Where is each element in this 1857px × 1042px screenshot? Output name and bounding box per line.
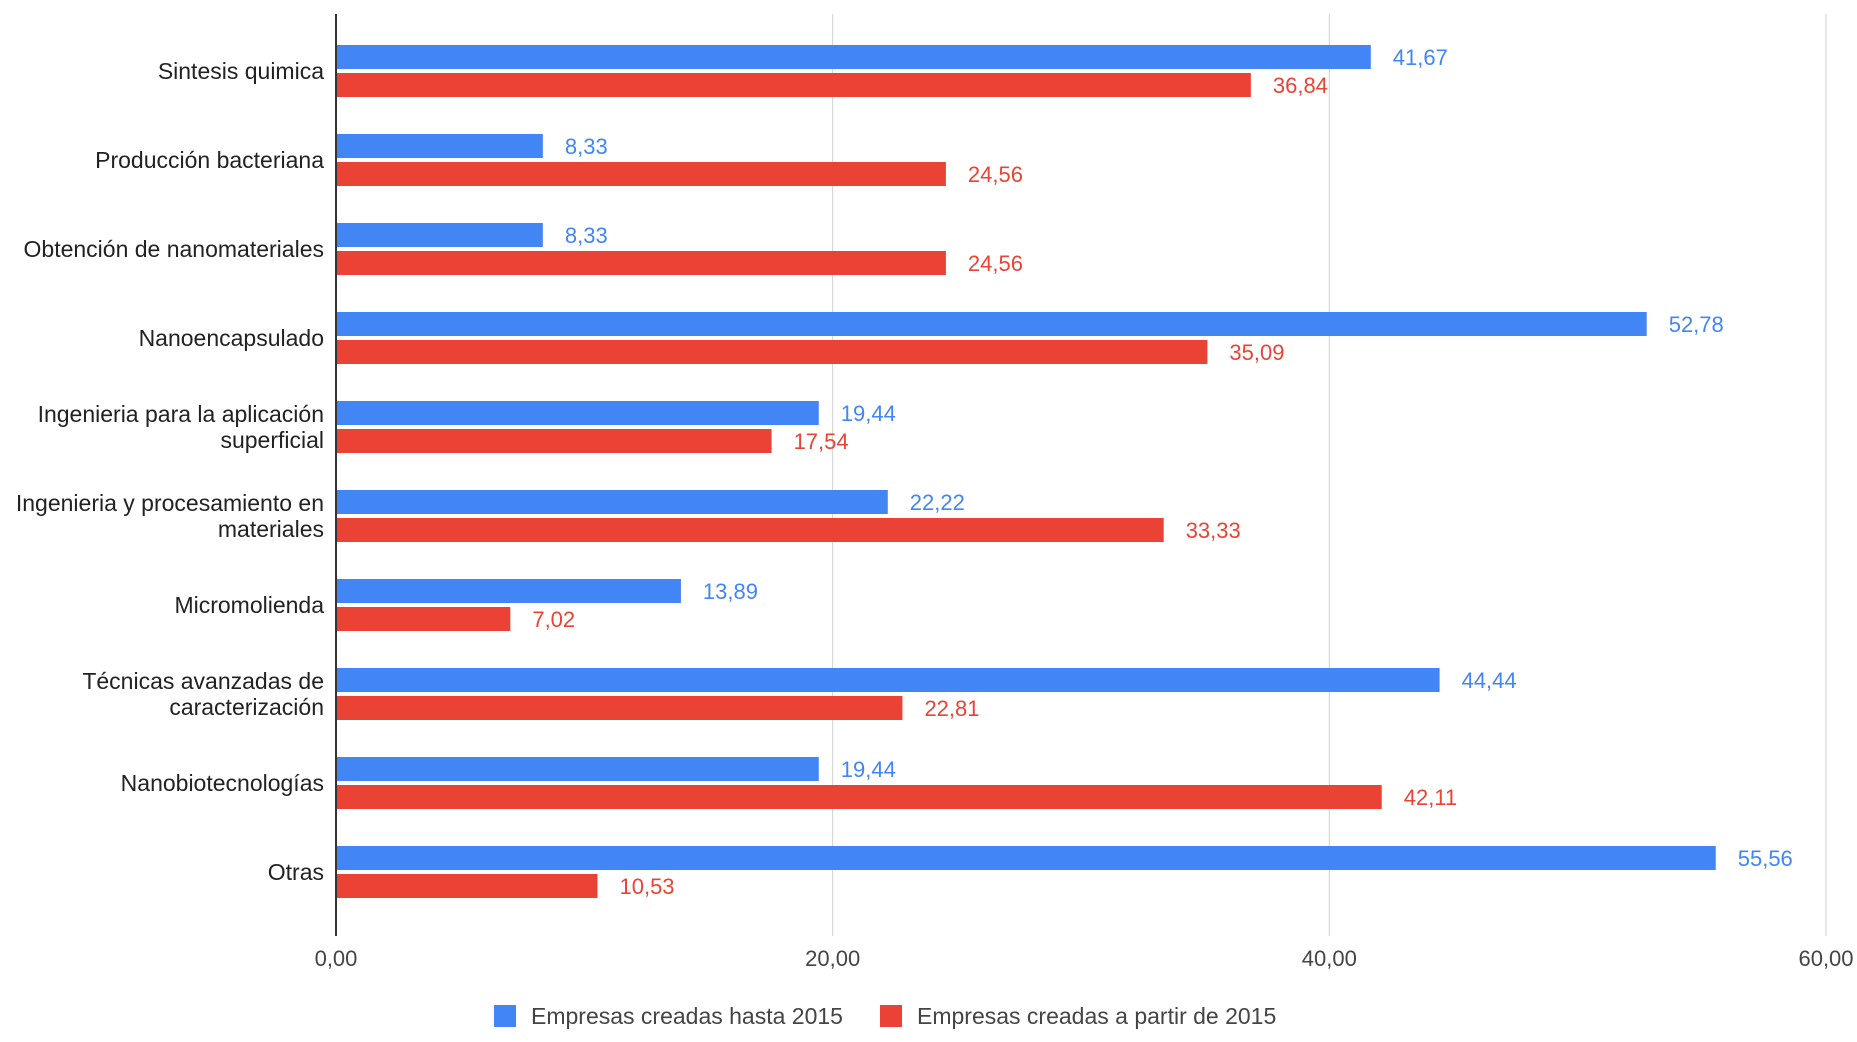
- bar-blue: [336, 757, 819, 781]
- bar-blue: [336, 668, 1440, 692]
- category-label: Ingenieria para la aplicación: [38, 401, 324, 427]
- category-label: caracterización: [169, 694, 324, 720]
- bar-red: [336, 696, 903, 720]
- category-label: Sintesis quimica: [158, 58, 324, 84]
- bar-red: [336, 785, 1382, 809]
- legend-label: Empresas creadas hasta 2015: [531, 1003, 843, 1029]
- category-label: Nanobiotecnologías: [121, 770, 324, 796]
- data-label-blue: 19,44: [841, 757, 896, 782]
- data-label-blue: 52,78: [1669, 312, 1724, 337]
- legend-swatch-red: [880, 1005, 902, 1027]
- data-label-red: 10,53: [619, 874, 674, 899]
- data-label-red: 17,54: [794, 429, 849, 454]
- bar-red: [336, 607, 511, 631]
- data-label-red: 33,33: [1186, 518, 1241, 543]
- data-label-red: 22,81: [924, 696, 979, 721]
- category-label: Obtención de nanomateriales: [24, 236, 324, 262]
- category-label: Otras: [268, 859, 324, 885]
- category-label: Nanoencapsulado: [139, 325, 324, 351]
- bar-red: [336, 162, 946, 186]
- bar-red: [336, 73, 1251, 97]
- bar-blue: [336, 45, 1371, 69]
- bar-blue: [336, 490, 888, 514]
- category-label: Producción bacteriana: [95, 147, 324, 173]
- bar-red: [336, 429, 772, 453]
- bar-red: [336, 251, 946, 275]
- x-tick-label: 20,00: [805, 946, 860, 971]
- category-label: Técnicas avanzadas de: [82, 668, 324, 694]
- bar-blue: [336, 579, 681, 603]
- bar-blue: [336, 134, 543, 158]
- data-label-blue: 13,89: [703, 579, 758, 604]
- bar-red: [336, 874, 598, 898]
- category-label: superficial: [220, 427, 324, 453]
- bar-blue: [336, 401, 819, 425]
- data-label-blue: 55,56: [1738, 846, 1793, 871]
- data-label-blue: 8,33: [565, 134, 608, 159]
- data-label-blue: 41,67: [1393, 45, 1448, 70]
- bar-blue: [336, 312, 1647, 336]
- bar-blue: [336, 223, 543, 247]
- category-label: Micromolienda: [174, 592, 324, 618]
- data-label-red: 24,56: [968, 162, 1023, 187]
- category-label: materiales: [218, 516, 324, 542]
- category-label: Ingenieria y procesamiento en: [16, 490, 324, 516]
- data-label-red: 7,02: [532, 607, 575, 632]
- data-label-red: 42,11: [1404, 785, 1457, 810]
- data-label-blue: 22,22: [910, 490, 965, 515]
- data-label-red: 35,09: [1229, 340, 1284, 365]
- data-label-red: 36,84: [1273, 73, 1328, 98]
- legend-swatch-blue: [494, 1005, 516, 1027]
- x-tick-label: 40,00: [1302, 946, 1357, 971]
- bar-red: [336, 518, 1164, 542]
- data-label-blue: 44,44: [1462, 668, 1517, 693]
- data-label-blue: 8,33: [565, 223, 608, 248]
- data-label-red: 24,56: [968, 251, 1023, 276]
- x-tick-label: 0,00: [315, 946, 358, 971]
- x-tick-label: 60,00: [1798, 946, 1853, 971]
- data-label-blue: 19,44: [841, 401, 896, 426]
- legend-label: Empresas creadas a partir de 2015: [917, 1003, 1276, 1029]
- bar-blue: [336, 846, 1716, 870]
- bar-red: [336, 340, 1208, 364]
